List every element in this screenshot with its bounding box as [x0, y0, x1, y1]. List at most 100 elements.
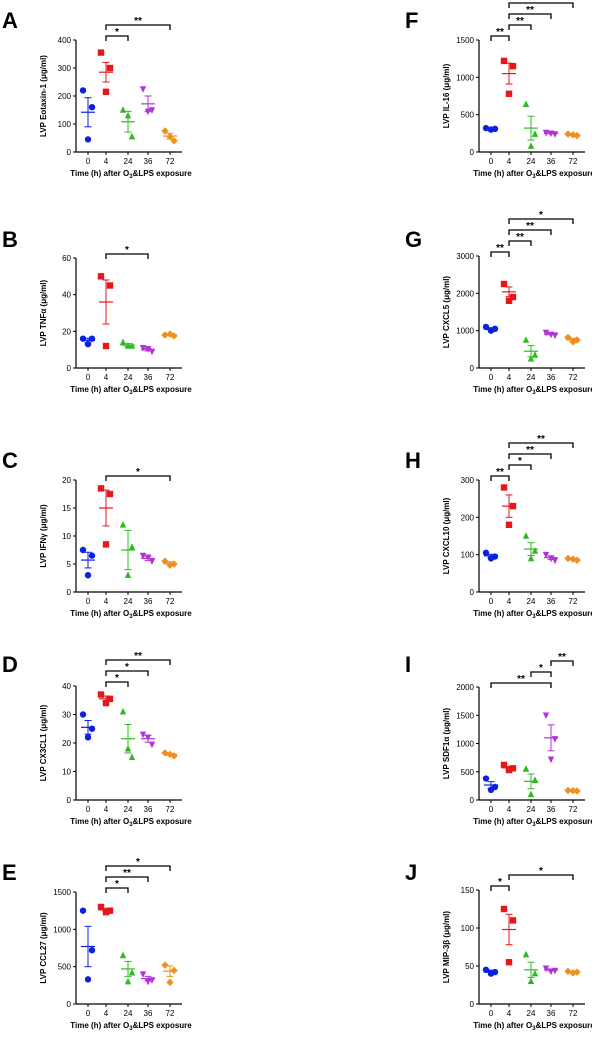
panel-letter: D [2, 652, 18, 677]
y-tick-label: 40 [62, 682, 71, 691]
data-point [542, 965, 550, 973]
data-point [119, 951, 127, 959]
x-axis-title: Time (h) after O3&LPS exposure [473, 169, 592, 180]
x-tick-label: 24 [527, 1009, 536, 1018]
y-tick-label: 300 [461, 476, 475, 485]
x-tick-label: 0 [489, 597, 494, 606]
panel-e: E 0 500 1000 1500 0 4 24 36 72 Time (h) after O3&L… [2, 857, 192, 1032]
significance-bracket [105, 670, 149, 676]
y-tick-label: 200 [461, 513, 475, 522]
y-tick-label: 200 [58, 92, 72, 101]
data-point [148, 741, 156, 749]
significance-label: ** [558, 652, 566, 663]
x-tick-label: 4 [104, 597, 109, 606]
data-point [124, 111, 132, 119]
data-point [128, 132, 136, 140]
significance-bracket [105, 681, 129, 687]
data-point [509, 917, 517, 924]
data-point [564, 333, 572, 342]
data-point [124, 571, 132, 578]
panel-j: J 0 50 100 150 0 4 24 36 72 Time (h) after O3&LPS … [405, 860, 592, 1032]
data-point [569, 131, 577, 139]
data-point [88, 104, 96, 111]
data-point [84, 572, 92, 579]
y-tick-label: 30 [62, 711, 71, 720]
data-point [88, 335, 96, 342]
data-point [79, 87, 87, 94]
y-tick-label: 2000 [456, 289, 474, 298]
x-tick-label: 72 [166, 1009, 175, 1018]
data-point [547, 968, 555, 976]
x-tick-label: 36 [547, 805, 556, 814]
panel-g: G 0 1000 2000 3000 0 4 24 36 72 Time (h) after O3&… [405, 210, 592, 396]
panel-h: H 0 100 200 300 0 4 24 36 72 Time (h) after O3&LPS… [405, 434, 592, 620]
y-axis-title: LVP Eotaxin-1 (μg/ml) [39, 55, 48, 137]
y-tick-label: 2000 [456, 683, 474, 692]
data-point [482, 775, 490, 782]
y-tick-label: 15 [62, 504, 71, 513]
data-point [88, 552, 96, 559]
significance-label: * [136, 467, 140, 478]
x-tick-label: 24 [124, 597, 133, 606]
y-tick-label: 50 [465, 962, 474, 971]
data-point [139, 86, 147, 93]
significance-label: ** [123, 868, 131, 879]
y-tick-label: 500 [461, 768, 475, 777]
y-tick-label: 0 [470, 148, 475, 157]
x-tick-label: 36 [144, 157, 153, 166]
y-tick-label: 10 [62, 532, 71, 541]
significance-bracket [550, 660, 574, 666]
significance-bracket [508, 24, 532, 30]
x-tick-label: 4 [104, 805, 109, 814]
x-tick-label: 4 [104, 373, 109, 382]
x-tick-label: 0 [86, 597, 91, 606]
data-point [527, 790, 535, 798]
x-tick-label: 72 [569, 805, 578, 814]
data-point [509, 62, 517, 70]
data-point [97, 691, 105, 698]
data-point [84, 340, 92, 348]
panel-letter: H [405, 448, 421, 473]
x-tick-label: 24 [527, 157, 536, 166]
x-tick-label: 24 [124, 805, 133, 814]
significance-bracket [508, 240, 532, 246]
x-tick-label: 0 [489, 157, 494, 166]
data-point [84, 734, 92, 741]
data-point [119, 707, 127, 715]
significance-bracket [105, 24, 171, 30]
y-tick-label: 20 [62, 739, 71, 748]
data-point [564, 130, 572, 138]
data-point [144, 108, 152, 116]
panel-i: I 0 500 1000 1500 2000 0 4 24 36 72 Time (h) after … [405, 652, 592, 828]
panel-b: B 0 20 40 60 0 4 24 36 72 Time (h) after O3&LPS ex… [2, 227, 192, 396]
x-axis-title: Time (h) after O3&LPS exposure [473, 385, 592, 396]
panel-letter: I [405, 652, 411, 677]
x-tick-label: 72 [569, 373, 578, 382]
data-point [88, 947, 96, 954]
x-tick-label: 0 [489, 1009, 494, 1018]
data-point [573, 787, 581, 795]
data-point [97, 485, 105, 492]
y-axis-title: LVP CXCL10 (μg/ml) [442, 497, 451, 574]
data-point [139, 971, 147, 978]
significance-bracket [508, 218, 574, 224]
x-tick-label: 0 [489, 373, 494, 382]
x-tick-label: 36 [547, 597, 556, 606]
significance-label: * [115, 879, 119, 890]
y-axis-title: LVP TNFα (μg/ml) [39, 279, 48, 346]
x-tick-label: 4 [104, 1009, 109, 1018]
significance-bracket [105, 253, 149, 259]
significance-label: * [518, 456, 522, 467]
data-point [144, 978, 152, 986]
y-tick-label: 0 [67, 148, 72, 157]
x-tick-label: 4 [104, 157, 109, 166]
x-tick-label: 36 [144, 597, 153, 606]
x-tick-label: 36 [144, 1009, 153, 1018]
data-point [79, 546, 87, 554]
y-axis-title: LVP CXCL5 (μg/ml) [442, 276, 451, 348]
data-point [128, 543, 136, 550]
data-point [569, 338, 577, 346]
y-tick-label: 0 [470, 588, 475, 597]
data-point [527, 977, 535, 984]
data-point [144, 345, 152, 353]
